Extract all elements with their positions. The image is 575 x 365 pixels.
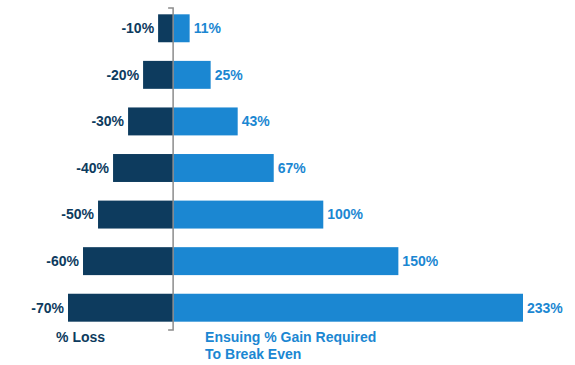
bar bbox=[158, 14, 173, 42]
data-label: -30% bbox=[91, 113, 124, 129]
data-labels: -10% -20% -30% -40% -50% -60% -70% 11% 25% 43% 67%… bbox=[31, 20, 563, 315]
data-label: -70% bbox=[31, 300, 64, 316]
bars bbox=[68, 14, 523, 321]
legend: % Loss Ensuing % Gain RequiredTo Break Ev… bbox=[56, 329, 376, 362]
bar bbox=[83, 247, 173, 275]
bar bbox=[173, 14, 190, 42]
bar bbox=[173, 154, 274, 182]
data-label: 100% bbox=[327, 206, 363, 222]
data-label: -40% bbox=[76, 160, 109, 176]
bar bbox=[98, 201, 173, 229]
bar bbox=[68, 294, 173, 322]
data-label: -50% bbox=[61, 206, 94, 222]
data-label: 25% bbox=[215, 67, 244, 83]
data-label: 150% bbox=[402, 253, 438, 269]
legend-label: Ensuing % Gain RequiredTo Break Even bbox=[205, 329, 376, 362]
legend-label: % Loss bbox=[56, 329, 105, 345]
bar bbox=[173, 61, 211, 89]
data-label: 233% bbox=[527, 300, 563, 316]
bar bbox=[143, 61, 173, 89]
data-label: -10% bbox=[121, 20, 154, 36]
bar bbox=[128, 107, 173, 135]
bar bbox=[173, 107, 238, 135]
bar bbox=[173, 201, 323, 229]
data-label: 67% bbox=[278, 160, 307, 176]
category-axis bbox=[168, 8, 173, 330]
bar bbox=[113, 154, 173, 182]
bar bbox=[173, 247, 398, 275]
data-label: -20% bbox=[106, 67, 139, 83]
data-label: 11% bbox=[194, 20, 222, 36]
data-label: -60% bbox=[46, 253, 79, 269]
axis-line bbox=[168, 8, 173, 330]
chart: -10% -20% -30% -40% -50% -60% -70% 11% 25% 43% 67%… bbox=[0, 0, 575, 365]
data-label: 43% bbox=[242, 113, 271, 129]
bar bbox=[173, 294, 523, 322]
